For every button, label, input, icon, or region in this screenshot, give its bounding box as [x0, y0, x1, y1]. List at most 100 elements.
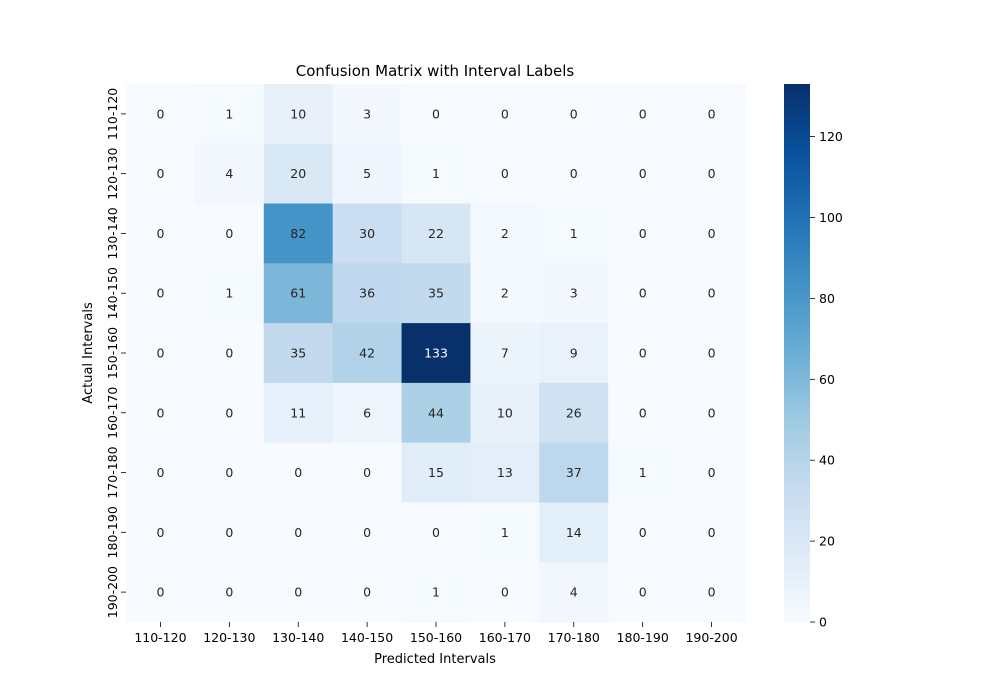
- cell-value-label: 36: [359, 286, 375, 301]
- cell-value-label: 2: [501, 286, 509, 301]
- heatmap-cell: [401, 562, 472, 623]
- y-tick-label: 110-120: [105, 88, 120, 140]
- cell-value-label: 0: [156, 226, 164, 241]
- heatmap-cell: [263, 442, 334, 504]
- heatmap-cell: [401, 263, 472, 324]
- cell-value-label: 0: [708, 585, 716, 600]
- heatmap-cell: [677, 263, 747, 324]
- heatmap-cell: [126, 263, 196, 324]
- heatmap-cell: [470, 84, 540, 145]
- x-tick-label: 170-180: [548, 630, 600, 645]
- heatmap-cell: [539, 143, 609, 205]
- cell-value-label: 1: [570, 226, 578, 241]
- cell-value-label: 5: [363, 166, 371, 181]
- cell-value-label: 0: [225, 585, 233, 600]
- cell-value-label: 26: [566, 405, 582, 420]
- cell-value-label: 0: [570, 166, 578, 181]
- heatmap-cell: [194, 143, 265, 205]
- cell-value-label: 3: [363, 106, 371, 121]
- cell-value-label: 0: [501, 166, 509, 181]
- heatmap-cell: [263, 263, 334, 324]
- cell-value-label: 0: [708, 226, 716, 241]
- heatmap-cell: [539, 442, 609, 504]
- heatmap-cell: [677, 502, 747, 563]
- cell-value-label: 35: [290, 346, 306, 361]
- cell-value-label: 0: [294, 585, 302, 600]
- x-tick-label: 180-190: [617, 630, 669, 645]
- heatmap-cell: [608, 442, 678, 504]
- cell-value-label: 0: [363, 525, 371, 540]
- y-tick-label: 140-150: [105, 267, 120, 319]
- heatmap-cell: [332, 502, 403, 563]
- x-tick-label: 160-170: [479, 630, 531, 645]
- heatmap-cell: [332, 562, 403, 623]
- heatmap-cell: [401, 323, 472, 384]
- cell-value-label: 0: [708, 346, 716, 361]
- cell-value-label: 0: [156, 525, 164, 540]
- colorbar-tick-label: 100: [819, 210, 843, 225]
- heatmap-cell: [539, 323, 609, 384]
- cell-value-label: 10: [290, 106, 306, 121]
- colorbar-tick-label: 40: [819, 453, 835, 468]
- cell-value-label: 7: [501, 346, 509, 361]
- cell-value-label: 14: [566, 525, 582, 540]
- cell-value-label: 37: [566, 465, 582, 480]
- colorbar-ticks: 0 20 40 60 80 100 120: [810, 129, 843, 630]
- heatmap-cell: [677, 442, 747, 504]
- colorbar-tick-label: 0: [819, 615, 827, 630]
- cell-value-label: 1: [432, 585, 440, 600]
- cell-value-label: 1: [432, 166, 440, 181]
- cell-value-label: 0: [363, 465, 371, 480]
- heatmap-cell: [332, 382, 403, 444]
- cell-value-label: 4: [570, 585, 578, 600]
- heatmap-cell: [194, 84, 265, 145]
- heatmap-cell: [126, 382, 196, 444]
- cell-value-label: 30: [359, 226, 375, 241]
- x-tick-label: 190-200: [685, 630, 737, 645]
- cell-value-label: 0: [639, 525, 647, 540]
- heatmap-cell: [332, 143, 403, 205]
- cell-value-label: 0: [501, 106, 509, 121]
- y-tick-label: 160-170: [105, 387, 120, 439]
- cell-value-label: 10: [497, 405, 513, 420]
- cell-value-label: 13: [497, 465, 513, 480]
- x-tick-label: 130-140: [272, 630, 324, 645]
- heatmap-cells: 0 1 10 3 0 0 0 0 00 4 20 5 1 0 0 0 00 0 82 30 22 2 1 0 00 1 61 36 35…: [126, 84, 747, 623]
- y-tick-label: 150-160: [105, 327, 120, 379]
- cell-value-label: 133: [424, 346, 448, 361]
- heatmap-cell: [677, 562, 747, 623]
- heatmap-cell: [608, 203, 678, 264]
- cell-value-label: 2: [501, 226, 509, 241]
- cell-value-label: 0: [639, 286, 647, 301]
- cell-value-label: 0: [225, 405, 233, 420]
- cell-value-label: 35: [428, 286, 444, 301]
- cell-value-label: 0: [570, 106, 578, 121]
- heatmap-cell: [539, 84, 609, 145]
- cell-value-label: 0: [639, 106, 647, 121]
- cell-value-label: 0: [708, 465, 716, 480]
- heatmap-cell: [263, 84, 334, 145]
- x-tick-label: 140-150: [341, 630, 393, 645]
- cell-value-label: 0: [225, 465, 233, 480]
- cell-value-label: 0: [639, 346, 647, 361]
- heatmap-cell: [539, 203, 609, 264]
- heatmap-cell: [677, 323, 747, 384]
- cell-value-label: 0: [294, 525, 302, 540]
- cell-value-label: 1: [639, 465, 647, 480]
- heatmap-cell: [401, 203, 472, 264]
- heatmap-cell: [126, 203, 196, 264]
- heatmap-cell: [332, 323, 403, 384]
- cell-value-label: 11: [290, 405, 306, 420]
- cell-value-label: 0: [225, 346, 233, 361]
- cell-value-label: 0: [156, 585, 164, 600]
- heatmap-cell: [194, 442, 265, 504]
- heatmap-cell: [539, 562, 609, 623]
- cell-value-label: 0: [294, 465, 302, 480]
- cell-value-label: 0: [156, 346, 164, 361]
- heatmap-cell: [194, 323, 265, 384]
- cell-value-label: 6: [363, 405, 371, 420]
- heatmap-cell: [608, 143, 678, 205]
- heatmap-cell: [608, 382, 678, 444]
- x-axis-ticks: 110-120 120-130 130-140 140-150 150-160 160-1…: [134, 622, 738, 645]
